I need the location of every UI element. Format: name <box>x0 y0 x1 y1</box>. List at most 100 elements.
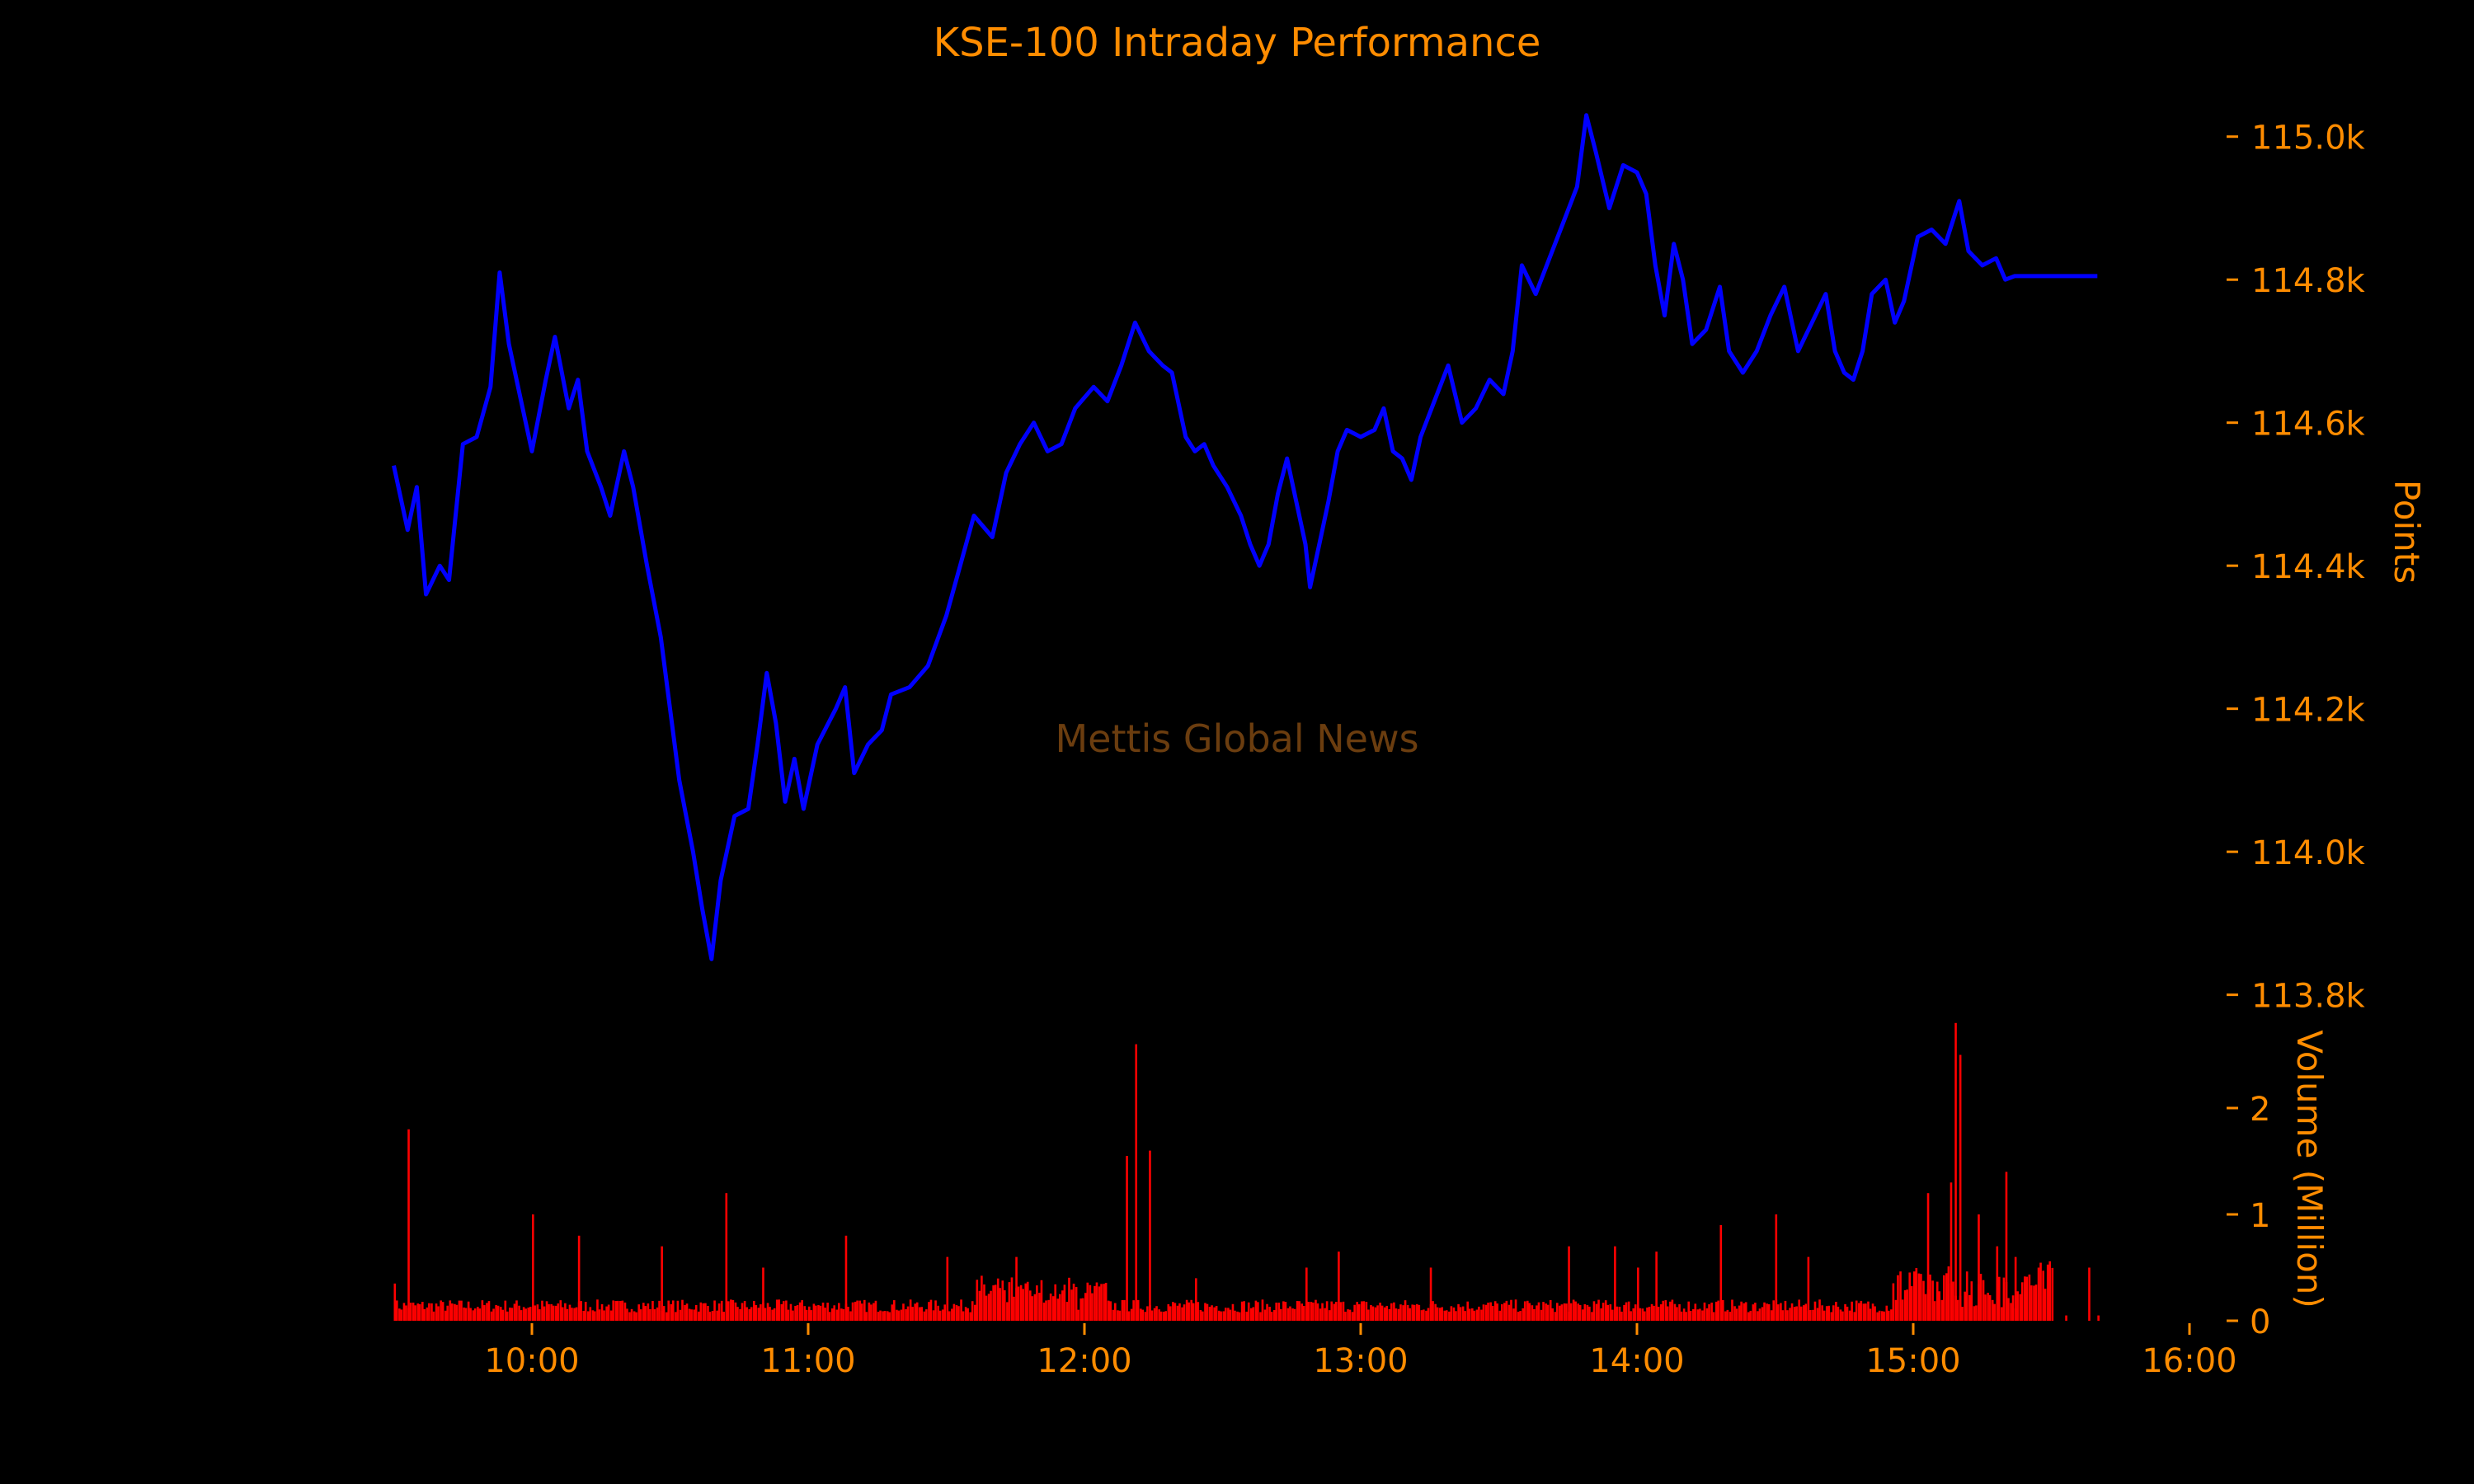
volume-bar <box>1010 1277 1014 1321</box>
volume-bar <box>755 1305 758 1321</box>
volume-bar <box>409 1303 412 1321</box>
volume-bar <box>1614 1246 1616 1321</box>
volume-bar <box>1121 1299 1124 1321</box>
volume-bar <box>1639 1308 1642 1321</box>
volume-bar <box>879 1310 882 1321</box>
volume-bar <box>1443 1310 1446 1321</box>
volume-bar <box>1696 1309 1700 1321</box>
volume-bar <box>1844 1303 1846 1321</box>
volume-bar <box>1554 1312 1557 1321</box>
volume-bar <box>840 1308 843 1321</box>
volume-bar <box>1526 1300 1529 1321</box>
volume-bar <box>1089 1284 1092 1321</box>
volume-bar <box>1623 1304 1625 1321</box>
volume-bar <box>1117 1310 1119 1321</box>
volume-bar <box>1272 1310 1276 1321</box>
volume-bar <box>1423 1309 1425 1321</box>
x-tick-label: 16:00 <box>2142 1342 2236 1380</box>
volume-bar <box>821 1302 825 1321</box>
volume-bar <box>999 1288 1002 1321</box>
volume-bar <box>1406 1304 1409 1321</box>
volume-bar <box>762 1267 764 1321</box>
volume-bar <box>1132 1300 1135 1321</box>
volume-bar <box>694 1304 698 1321</box>
volume-bar <box>1123 1299 1126 1321</box>
volume-bar <box>463 1307 465 1321</box>
volume-bar <box>877 1312 880 1321</box>
volume-bar <box>520 1310 523 1321</box>
volume-bar <box>902 1303 905 1321</box>
volume-bar <box>1466 1301 1470 1321</box>
volume-bar <box>1913 1271 1916 1321</box>
volume-bar <box>1591 1312 1593 1321</box>
volume-bar <box>2030 1285 2033 1321</box>
volume-bar <box>775 1299 778 1321</box>
volume-bar <box>1950 1182 1953 1321</box>
volume-bar <box>1821 1305 1823 1321</box>
volume-bar <box>717 1303 721 1321</box>
volume-bar <box>1324 1308 1326 1321</box>
volume-bar <box>1059 1294 1061 1321</box>
volume-bar <box>996 1278 999 1321</box>
volume-bar <box>943 1304 947 1321</box>
volume-bar <box>819 1305 822 1321</box>
volume-bar <box>612 1300 615 1321</box>
volume-bar <box>766 1303 769 1321</box>
volume-bar <box>1164 1311 1168 1321</box>
volume-bar <box>1250 1308 1253 1321</box>
volume-bar <box>817 1304 820 1321</box>
volume-bar <box>1127 1311 1131 1321</box>
x-tick-label: 14:00 <box>1589 1342 1684 1380</box>
volume-bar <box>1669 1301 1672 1321</box>
volume-bar <box>1712 1312 1715 1321</box>
volume-bar <box>1379 1303 1381 1321</box>
volume-bar <box>642 1303 645 1321</box>
volume-bar <box>1816 1308 1819 1321</box>
volume-bar <box>1342 1301 1345 1321</box>
volume-bar <box>919 1307 921 1321</box>
volume-bar <box>1103 1284 1105 1321</box>
volume-bar <box>1754 1303 1757 1321</box>
volume-bar <box>1903 1289 1907 1321</box>
volume-bar <box>699 1302 703 1321</box>
volume-bar <box>1275 1302 1278 1321</box>
volume-bar <box>1371 1306 1375 1321</box>
volume-bar <box>1968 1294 1971 1321</box>
volume-bar <box>1568 1246 1570 1321</box>
volume-bar <box>1335 1302 1338 1321</box>
volume-bar <box>1634 1304 1637 1321</box>
volume-bar <box>1809 1310 1812 1321</box>
volume-bar <box>1305 1267 1308 1321</box>
volume-bar <box>1236 1311 1239 1321</box>
volume-bar <box>478 1308 482 1321</box>
volume-bar <box>1185 1299 1188 1321</box>
volume-bar <box>1540 1309 1543 1321</box>
volume-bar <box>513 1303 516 1321</box>
volume-bar <box>1653 1305 1655 1321</box>
volume-bar <box>2044 1289 2047 1321</box>
volume-bar <box>1724 1311 1727 1321</box>
volume-bar <box>554 1305 557 1321</box>
volume-bar <box>1560 1304 1564 1321</box>
volume-bar <box>1740 1301 1743 1321</box>
volume-bar <box>499 1307 502 1321</box>
volume-bar <box>1922 1280 1925 1321</box>
volume-bar <box>962 1311 965 1321</box>
volume-bar <box>1190 1299 1193 1321</box>
volume-bar <box>1851 1301 1853 1321</box>
volume-bar <box>1523 1301 1526 1321</box>
volume-bar <box>1026 1281 1029 1321</box>
volume-bar <box>2048 1261 2052 1321</box>
volume-bar <box>635 1312 637 1321</box>
volume-bar <box>400 1309 403 1321</box>
volume-bar <box>1855 1300 1858 1321</box>
volume-bar <box>1592 1301 1596 1321</box>
volume-bar <box>992 1285 995 1321</box>
volume-bar <box>905 1308 907 1321</box>
volume-bar <box>1714 1301 1718 1321</box>
volume-bar <box>1582 1309 1584 1321</box>
volume-bar <box>872 1303 875 1321</box>
volume-bar <box>1528 1303 1531 1321</box>
volume-bar <box>1531 1305 1534 1321</box>
volume-bar <box>783 1301 785 1321</box>
